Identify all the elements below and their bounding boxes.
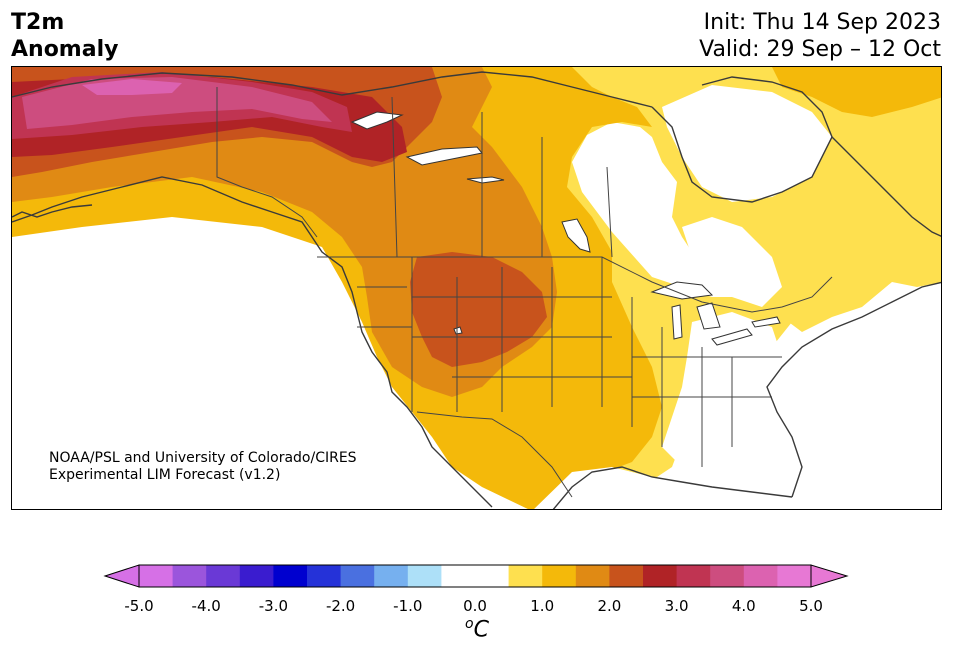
- colorbar-tick-label: 5.0: [799, 597, 823, 615]
- border-us-states-east: [632, 327, 782, 467]
- border-us-states-west: [357, 257, 553, 412]
- colorbar-cell: [609, 565, 644, 587]
- great-salt-lake: [453, 326, 463, 335]
- attribution-line-2: Experimental LIM Forecast (v1.2): [49, 467, 281, 483]
- colorbar-cell: [206, 565, 241, 587]
- lake-superior: [650, 281, 714, 300]
- colorbar-tick-label: 2.0: [597, 597, 622, 615]
- colorbar: [103, 564, 849, 588]
- lake-huron: [696, 302, 721, 330]
- near-zero-hudson: [662, 85, 832, 202]
- colorbar-tick-label: -3.0: [258, 597, 289, 615]
- colorbar-cell: [777, 565, 812, 587]
- colorbar-tick-label: -1.0: [393, 597, 423, 615]
- border-us-states-central: [412, 257, 633, 427]
- colorbar-tick-label: -2.0: [325, 597, 356, 615]
- coastlines: [12, 71, 941, 509]
- colorbar-unit: oC: [465, 616, 489, 642]
- colorbar-cell: [407, 565, 442, 587]
- ocean-gulf: [534, 467, 941, 509]
- lake-erie: [711, 328, 753, 346]
- unit-degree: o: [465, 616, 474, 632]
- colorbar-cell: [542, 565, 577, 587]
- colorbar-cell: [643, 565, 678, 587]
- colorbar-cell: [273, 565, 308, 587]
- lake-ontario: [751, 316, 781, 328]
- coastline-hudson-bay: [651, 76, 833, 203]
- colorbar-extend-high: [810, 564, 849, 588]
- init-date: Init: Thu 14 Sep 2023: [703, 10, 941, 35]
- colorbar-cell: [575, 565, 610, 587]
- forecast-dates: Init: Thu 14 Sep 2023 Valid: 29 Sep – 12…: [699, 9, 941, 63]
- colorbar-tick-label: 1.0: [530, 597, 555, 615]
- colorbar-cell: [340, 565, 375, 587]
- lake-athabasca: [466, 176, 505, 184]
- borders: [216, 87, 833, 498]
- anomaly-band-2-0-central: [410, 252, 547, 367]
- border-us-canada: [317, 256, 833, 313]
- valid-range: Valid: 29 Sep – 12 Oct: [699, 37, 941, 62]
- colorbar-cell: [374, 565, 409, 587]
- border-us-mexico: [416, 411, 573, 498]
- anomaly-map: [11, 66, 942, 510]
- colorbar-tick-label: -5.0: [124, 597, 154, 615]
- attribution: NOAA/PSL and University of Colorado/CIRE…: [49, 450, 357, 484]
- anomaly-shading: [12, 67, 941, 509]
- coastline-labrador: [831, 136, 941, 237]
- near-zero-east-us: [662, 312, 782, 467]
- anomaly-band-4-0: [82, 79, 182, 95]
- colorbar-tick-label: -4.0: [191, 597, 221, 615]
- coastline-arctic: [12, 71, 653, 108]
- colorbar-cell: [239, 565, 274, 587]
- title-line-1: T2m: [11, 10, 65, 35]
- colorbar-cells: [139, 565, 812, 587]
- anomaly-patch-east: [772, 67, 941, 117]
- colorbar-cell: [441, 565, 476, 587]
- colorbar-cell: [307, 565, 342, 587]
- near-zero-north-ontario: [682, 217, 782, 307]
- colorbar-cell: [139, 565, 174, 587]
- colorbar-cell: [743, 565, 778, 587]
- colorbar-cell: [508, 565, 543, 587]
- border-canada-provinces: [391, 96, 613, 258]
- coastline-gulf: [552, 466, 793, 509]
- colorbar-cell: [172, 565, 207, 587]
- colorbar-tick-label: 0.0: [463, 597, 487, 615]
- lakes: [350, 111, 781, 346]
- coastline-alaska-peninsula: [12, 204, 93, 218]
- coastline-atlantic: [766, 281, 941, 498]
- colorbar-tick-label: 4.0: [731, 597, 756, 615]
- map-canvas: [12, 67, 941, 509]
- unit-celsius: C: [473, 617, 489, 643]
- colorbar-extend-low: [103, 564, 140, 588]
- lake-winnipeg: [561, 218, 591, 253]
- coastline-pacific: [12, 176, 493, 508]
- colorbar-tick-label: 3.0: [664, 597, 689, 615]
- colorbar-cell: [710, 565, 745, 587]
- border-alaska-canada: [216, 87, 318, 238]
- great-bear-lake: [350, 111, 404, 130]
- map-title: T2m Anomaly: [11, 9, 118, 63]
- ocean-pacific: [12, 227, 509, 509]
- colorbar-cell: [475, 565, 510, 587]
- colorbar-cell: [676, 565, 711, 587]
- colorbar-frame: [138, 564, 812, 588]
- title-line-2: Anomaly: [11, 37, 119, 62]
- lake-michigan: [671, 304, 683, 340]
- attribution-line-1: NOAA/PSL and University of Colorado/CIRE…: [49, 450, 357, 466]
